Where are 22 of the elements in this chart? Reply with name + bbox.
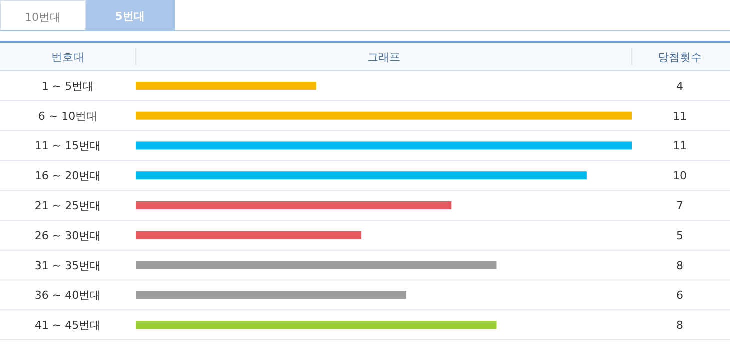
data-label: 7 xyxy=(676,200,684,212)
y-tick-label: 41 ~ 45번대 xyxy=(34,319,102,332)
data-label: 5 xyxy=(676,229,684,242)
data-label: 6 xyxy=(676,289,684,302)
y-tick-label: 36 ~ 40번대 xyxy=(34,289,102,302)
data-label: 11 xyxy=(673,140,687,153)
data-label: 10 xyxy=(673,170,687,183)
data-label: 4 xyxy=(676,80,684,93)
y-tick-label: 21 ~ 25번대 xyxy=(34,200,102,212)
tabs: 10번대 5번대 xyxy=(0,0,175,31)
y-axis-title: 번호대 xyxy=(52,51,84,64)
y-tick-label: 6 ~ 10번대 xyxy=(38,110,98,123)
y-tick-label: 31 ~ 35번대 xyxy=(34,259,102,272)
data-label: 8 xyxy=(676,319,684,332)
text: 당첨횟수 xyxy=(658,51,702,64)
data-label: 11 xyxy=(673,110,687,123)
y-tick-label: 26 ~ 30번대 xyxy=(34,229,102,242)
data-label: 8 xyxy=(676,259,684,272)
x-axis-title: 그래프 xyxy=(368,51,400,64)
y-tick-label: 16 ~ 20번대 xyxy=(34,170,102,183)
y-tick-label: 1 ~ 5번대 xyxy=(42,80,94,93)
y-tick-label: 11 ~ 15번대 xyxy=(34,140,102,153)
